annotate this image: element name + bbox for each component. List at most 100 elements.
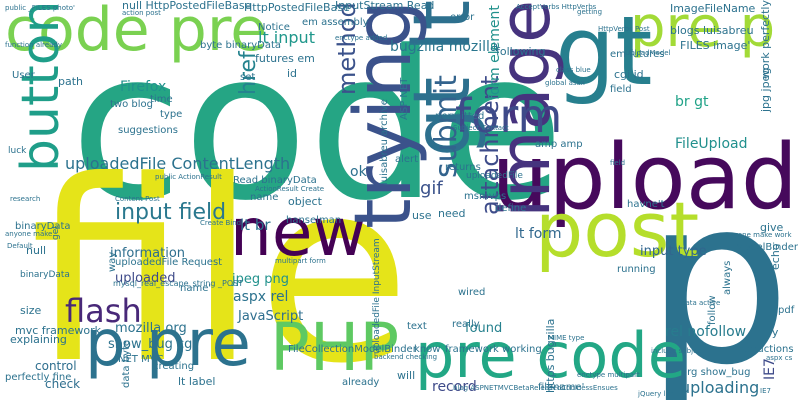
word-cloud-word: flash (65, 292, 142, 330)
word-cloud-word: blogs luisabreu (670, 24, 754, 37)
word-cloud-word: way (107, 251, 118, 272)
word-cloud-word: MIME type (548, 334, 585, 342)
word-cloud-word: file (30, 127, 411, 400)
word-cloud-word: HttpVerbs Post (598, 25, 650, 33)
word-cloud-word: futures em (255, 52, 315, 65)
word-cloud-word: running (617, 264, 656, 275)
word-cloud-word: ImageFileName (670, 2, 756, 15)
word-cloud-word: record (432, 379, 477, 395)
word-cloud-word: uploadedFile ContentLength (65, 154, 291, 173)
word-cloud-word: code pre (5, 0, 268, 65)
word-cloud-word: hanselman (286, 215, 342, 226)
word-cloud-word: alert (395, 154, 419, 165)
word-cloud-word: InputStream Read (335, 0, 435, 12)
word-cloud-word: aspx rel (233, 289, 289, 305)
word-cloud-word: uploading (680, 378, 760, 397)
word-cloud-word: give (760, 221, 784, 234)
word-cloud-word: lt br (240, 216, 271, 234)
word-cloud-word: jQuery limit (638, 390, 679, 398)
word-cloud-word: p (645, 149, 791, 400)
word-cloud-word: action post (122, 9, 161, 17)
word-cloud-word: PHP (270, 309, 400, 386)
word-cloud-word: control (35, 359, 77, 373)
word-cloud-word: returns (445, 162, 481, 173)
word-cloud-word: Read binaryData (233, 175, 317, 186)
word-cloud-word: UploadModel (625, 49, 671, 57)
word-cloud-word: multipart form (275, 257, 326, 265)
word-cloud-word: perfectly fine (5, 372, 72, 383)
word-cloud-word: br gt (675, 94, 709, 110)
word-cloud-word: uploaded (115, 271, 176, 286)
word-cloud-word: type (160, 109, 183, 120)
word-cloud-word: following (496, 45, 546, 58)
word-cloud-word: code (70, 8, 565, 246)
word-cloud-word: User (12, 70, 35, 81)
word-cloud-word: backend checking (374, 353, 438, 361)
word-cloud-word: public ActionResult (155, 173, 222, 181)
word-cloud-word: pdf (778, 305, 795, 316)
word-cloud-word: name (250, 192, 279, 203)
word-cloud-word: uploadedFile Request (115, 257, 223, 268)
word-cloud-word: msmvps (464, 191, 507, 202)
word-cloud-word: try (763, 326, 779, 339)
word-cloud-word: NET MVC (118, 354, 164, 365)
word-cloud-word: bugzilla mozilla (390, 39, 499, 55)
word-cloud-word: Content Post (115, 195, 160, 203)
word-cloud-word: blog ASPNETMVCBetaReleasedCoolnessEnsues (453, 384, 618, 392)
word-cloud-word: enctype multipart (577, 371, 640, 379)
word-cloud-word: know (414, 344, 441, 355)
word-cloud-word: creating (153, 361, 195, 372)
word-cloud-word: size (20, 304, 42, 317)
word-cloud-word: enctype added (335, 34, 388, 42)
word-cloud-word: global asax (545, 79, 585, 87)
word-cloud-word: filename' (538, 382, 585, 393)
word-cloud-word: gt (555, 0, 653, 107)
word-cloud-word: get (51, 225, 61, 240)
word-cloud-word: anyone make (5, 230, 53, 238)
word-cloud-word: really (452, 319, 480, 330)
word-cloud-word: set (240, 72, 256, 83)
word-cloud-word: pre code (415, 319, 686, 392)
word-cloud-word: show_bug cgi (108, 337, 196, 352)
word-cloud-word: amp amp (535, 139, 583, 150)
word-cloud-word: always (722, 260, 733, 295)
word-cloud-word: p pre (85, 307, 251, 381)
word-cloud-word: form (455, 89, 563, 143)
word-cloud-word: mvc framework (15, 324, 102, 337)
word-cloud-word: uploadedFile (466, 171, 523, 181)
word-cloud-word: check (45, 377, 81, 391)
word-cloud-word: upload (491, 125, 798, 230)
word-cloud-word: data byte (121, 339, 132, 388)
word-cloud-word: gif (420, 178, 443, 199)
word-cloud-word: already (342, 377, 380, 388)
word-cloud-word: lt form (515, 226, 562, 242)
word-cloud-word: need (438, 207, 466, 220)
word-cloud-word: HttpPostedFileBase (244, 1, 350, 14)
word-cloud-word: two blog (110, 99, 153, 110)
word-cloud-word: jpeg png (232, 272, 289, 287)
word-cloud-word: luisabreu archive (379, 99, 390, 185)
word-cloud-word: byte binaryData (200, 40, 282, 51)
word-cloud-word: getting (577, 8, 603, 16)
word-cloud-word: binaryData (15, 221, 71, 232)
word-cloud-word: time (150, 94, 173, 105)
word-cloud-word: information (110, 246, 186, 261)
word-cloud-word: Default (7, 242, 33, 250)
word-cloud-word: null HttpPostedFileBase (122, 0, 252, 12)
word-cloud-word: aspx cs (766, 354, 793, 362)
word-cloud-word: name' (180, 283, 212, 294)
word-cloud-word: explaining (10, 333, 67, 346)
word-cloud-word: Notice (258, 22, 290, 33)
word-cloud-word: input field (115, 200, 227, 225)
word-cloud-word: IE7 (760, 387, 771, 395)
word-cloud-word: anyone make work (725, 231, 792, 239)
word-cloud-word: cgi id (614, 68, 644, 81)
word-cloud-word: AcceptVerbs HttpVerbs (516, 3, 597, 11)
word-cloud-word: use (412, 209, 432, 222)
word-cloud-word: input type (640, 244, 707, 259)
word-cloud-word: function already (5, 41, 62, 49)
word-cloud-word: post (535, 185, 700, 274)
word-cloud-word: FileUpload (675, 136, 748, 152)
word-cloud-word: path (58, 75, 84, 88)
word-cloud-word: mozilla org (115, 321, 187, 336)
